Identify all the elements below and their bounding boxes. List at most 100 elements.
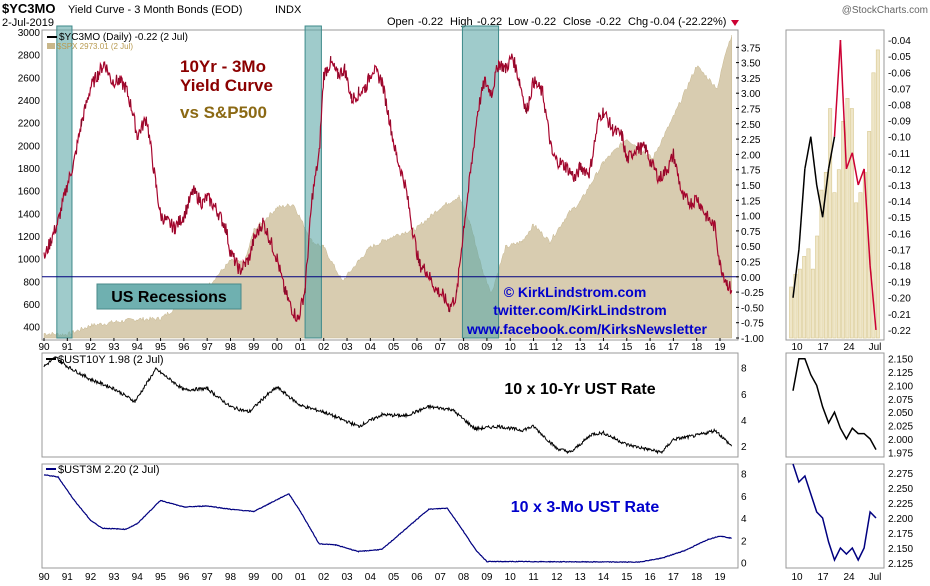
annotation-title-line2: Yield Curve [180,76,273,95]
x-tick-label: 16 [645,342,657,353]
zoom-yield-tick-label: -0.13 [888,181,911,192]
ust10y-annotation: 10 x 10-Yr UST Rate [504,381,655,398]
zoom-ust10y-tick-label: 2.025 [888,422,913,433]
y-left-tick-label: 3000 [18,28,41,39]
zoom-x-tick-label: 17 [817,342,829,353]
x-tick-label: 93 [108,572,120,583]
x-tick-label: 11 [528,342,539,353]
ust10y-tick-label: 2 [741,442,747,453]
x-tick-label: 05 [388,572,400,583]
y-right-tick-label: 0.00 [741,273,761,284]
x-tick-label: 00 [272,342,284,353]
close-value: -0.22 [596,16,621,28]
high-value: -0.22 [477,16,502,28]
x-tick-label: 09 [481,342,493,353]
ust10y-line [43,356,733,455]
ust3m-legend: $UST3M 2.20 (2 Jul) [46,464,159,476]
site-label: © KirkLindstrom.com [504,284,647,300]
zoom-spx-bar [875,49,880,339]
ust3m-legend-label: $UST3M 2.20 (2 Jul) [58,464,159,476]
x-tick-label: 97 [202,572,214,583]
zoom-spx-bar [802,256,807,339]
zoom-yield-tick-label: -0.07 [888,84,911,95]
chg-label: Chg [628,16,648,28]
x-tick-label: 18 [691,572,703,583]
zoom-ust10y-tick-label: 2.150 [888,355,913,366]
zoom-yield-segment [792,249,800,298]
zoom-ust3m-line [792,463,877,562]
zoom-spx-bar [871,72,876,339]
zoom-yield-segment [869,265,877,331]
zoom-ust3m-tick-label: 2.125 [888,559,913,570]
zoom-x-tick-label: 17 [817,572,829,583]
zoom-yield-tick-label: -0.20 [888,294,911,305]
x-tick-label: 90 [38,572,50,583]
x-tick-label: 95 [155,572,167,583]
y-left-tick-label: 1200 [18,232,41,243]
zoom-yield-segment [857,168,865,186]
ust3m-tick-label: 4 [741,514,747,525]
ust3m-tick-label: 2 [741,536,747,547]
y-left-tick-label: 600 [23,300,40,311]
ust10y-tick-label: 4 [741,416,747,427]
zoom-yield-tick-label: -0.22 [888,326,911,337]
y-right-tick-label: 3.00 [741,89,761,100]
x-tick-label: 98 [225,342,237,353]
zoom-ust3m-tick-label: 2.175 [888,529,913,540]
x-tick-label: 03 [341,572,353,583]
y-right-tick-label: 0.50 [741,242,761,253]
x-tick-label: 94 [132,342,144,353]
x-tick-label: 07 [435,572,447,583]
zoom-spx-bar [789,286,794,339]
x-tick-label: 02 [318,572,330,583]
y-right-tick-label: 3.50 [741,59,761,70]
ust10y-legend: $UST10Y 1.98 (2 Jul) [46,354,164,366]
ust10y-tick-label: 8 [741,364,747,375]
zoom-yield-segment [810,136,818,186]
zoom-yield-segment [833,40,842,137]
zoom-ust10y-tick-label: 2.000 [888,435,913,446]
x-tick-label: 08 [458,342,470,353]
x-tick-label: 07 [435,342,447,353]
y-right-tick-label: 2.25 [741,135,761,146]
zoom-ust10y-panel-frame [785,352,885,458]
down-arrow-icon [731,20,739,26]
zoom-yield-segment [821,168,830,218]
x-tick-label: 02 [318,342,330,353]
ust3m-tick-label: 0 [741,559,747,570]
symbol-description: Yield Curve - 3 Month Bonds (EOD) [68,4,242,16]
zoom-spx-bar [849,108,854,339]
x-tick-label: 00 [272,572,284,583]
x-tick-label: 06 [411,342,423,353]
x-tick-label: 11 [528,572,539,583]
x-tick-label: 01 [295,342,307,353]
y-left-tick-label: 1400 [18,209,41,220]
x-tick-label: 14 [598,342,610,353]
y-right-tick-label: 0.75 [741,227,761,238]
zoom-x-tick-label: 10 [791,572,803,583]
ohlc-readout: Open -0.22 High -0.22 Low -0.22 Close -0… [387,16,739,28]
x-tick-label: 12 [551,342,563,353]
recessions-label-box [96,283,242,310]
zoom-spx-bar [832,192,837,339]
ust10y-legend-label: $UST10Y 1.98 (2 Jul) [58,354,164,366]
zoom-yield-segment [815,184,824,218]
yield-curve-shadow-line [43,53,732,322]
zoom-yield-segment [827,136,836,170]
exchange-label: INDX [275,4,302,16]
y-right-tick-label: 2.50 [741,120,761,131]
x-tick-label: 01 [295,572,307,583]
spx-legend-swatch [47,43,55,49]
zoom-ust3m-tick-label: 2.250 [888,484,913,495]
recession-band-3 [461,25,500,339]
x-tick-label: 16 [645,572,657,583]
zoom-yield-segment [845,152,853,170]
y-right-tick-label: 1.25 [741,196,761,207]
zoom-ust3m-tick-label: 2.200 [888,514,913,525]
x-tick-label: 15 [621,342,633,353]
y-left-tick-label: 2800 [18,51,41,62]
zoom-yield-segment [804,136,812,170]
x-tick-label: 06 [411,572,423,583]
open-label: Open [387,16,414,28]
ust10y-tick-label: 6 [741,390,747,401]
